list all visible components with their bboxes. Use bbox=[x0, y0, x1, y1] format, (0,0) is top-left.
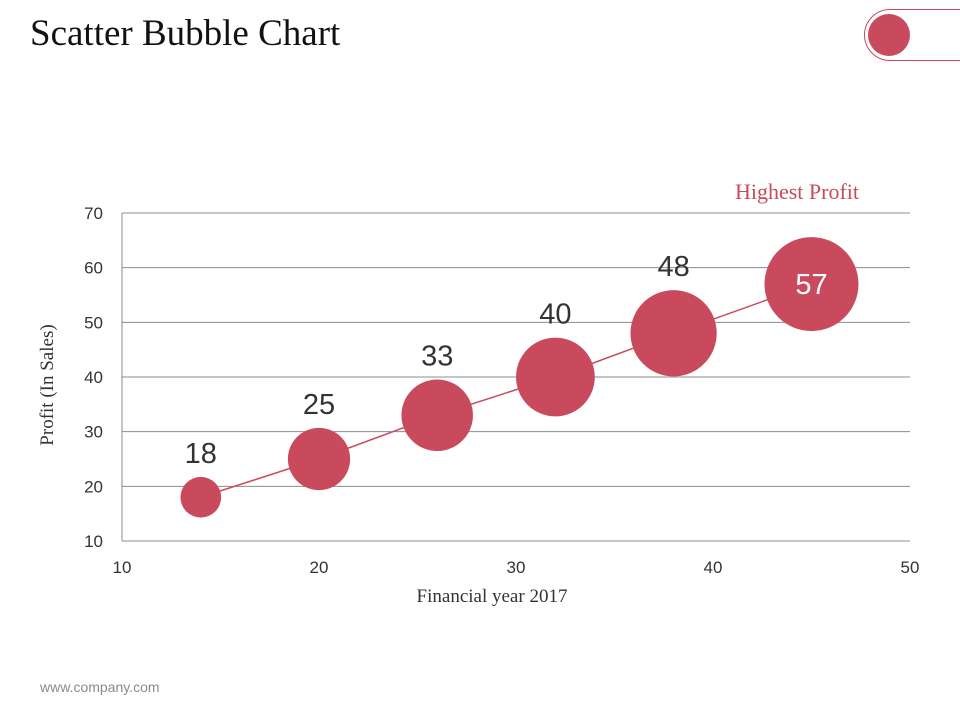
highest-profit-annotation: Highest Profit bbox=[735, 179, 859, 204]
bubble-point bbox=[287, 427, 351, 491]
footer-url: www.company.com bbox=[40, 679, 160, 695]
x-tick-label: 40 bbox=[704, 558, 723, 577]
y-tick-label: 40 bbox=[84, 368, 103, 387]
x-tick-label: 10 bbox=[113, 558, 132, 577]
bubble-point bbox=[516, 337, 595, 417]
y-tick-label: 70 bbox=[84, 204, 103, 223]
data-label: 25 bbox=[303, 389, 335, 421]
corner-decoration bbox=[864, 9, 960, 61]
bubble-point bbox=[630, 290, 717, 377]
x-tick-label: 30 bbox=[507, 558, 526, 577]
bubble-point bbox=[401, 379, 473, 452]
tick-labels: 10 20 30 40 50 60 70 10 20 30 40 50 bbox=[84, 204, 919, 577]
bubble-point bbox=[180, 476, 222, 518]
y-axis-label: Profit (In Sales) bbox=[37, 324, 58, 445]
data-label: 33 bbox=[421, 341, 453, 373]
x-tick-label: 50 bbox=[901, 558, 920, 577]
x-tick-label: 20 bbox=[310, 558, 329, 577]
bubble-point bbox=[764, 237, 859, 332]
y-tick-label: 10 bbox=[84, 532, 103, 551]
data-labels: 18 25 33 40 48 57 bbox=[185, 251, 828, 470]
data-label: 40 bbox=[539, 299, 571, 331]
corner-dot-icon bbox=[868, 14, 910, 56]
y-tick-label: 50 bbox=[84, 313, 103, 332]
x-axis-label: Financial year 2017 bbox=[417, 586, 568, 607]
y-tick-label: 60 bbox=[84, 259, 103, 278]
data-label: 18 bbox=[185, 438, 217, 470]
page-title: Scatter Bubble Chart bbox=[30, 13, 341, 54]
axes bbox=[121, 213, 910, 542]
data-label: 48 bbox=[657, 251, 689, 283]
bubbles bbox=[180, 237, 859, 518]
y-tick-label: 30 bbox=[84, 423, 103, 442]
data-label: 57 bbox=[795, 269, 827, 301]
y-tick-label: 20 bbox=[84, 477, 103, 496]
